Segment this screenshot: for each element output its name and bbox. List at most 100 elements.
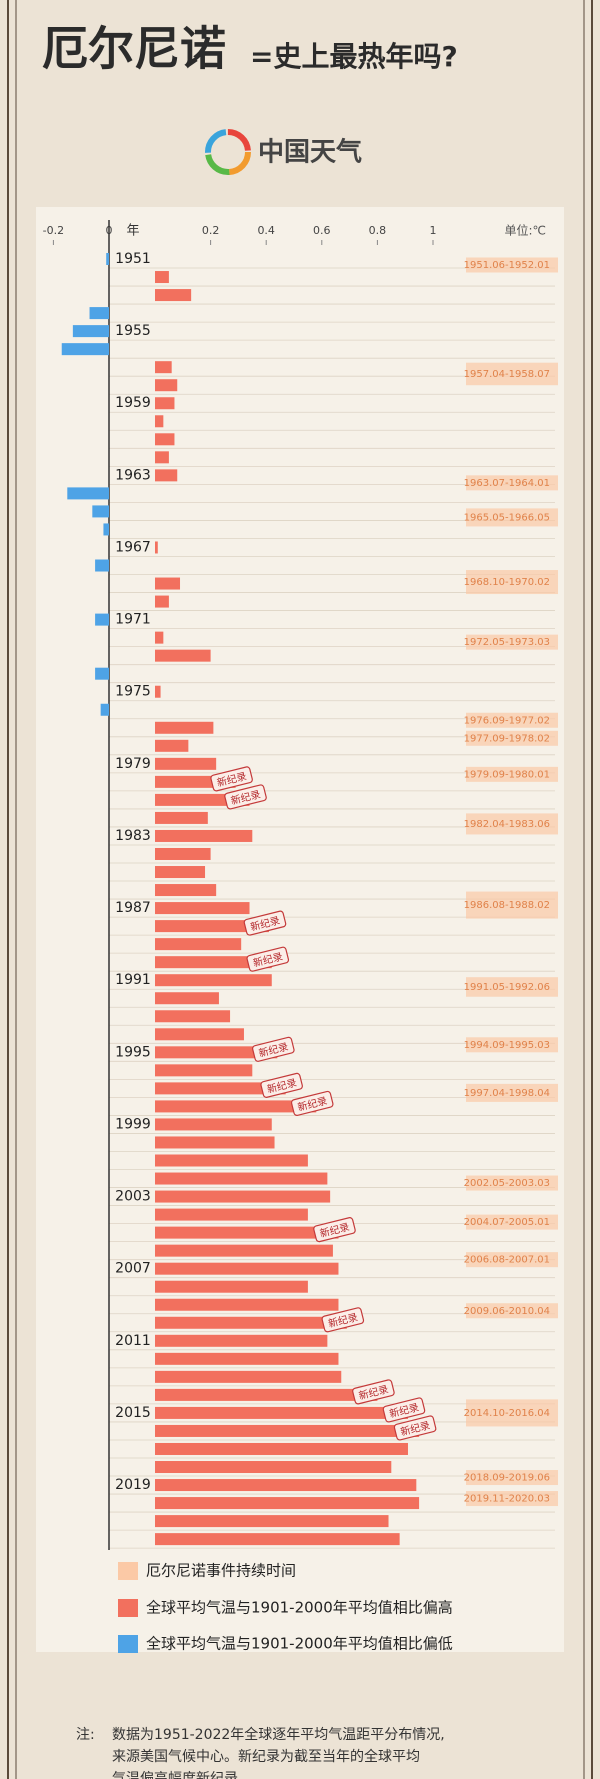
legend-swatch [118, 1599, 138, 1617]
subtitle: =史上最热年吗? [250, 40, 458, 73]
el-nino-label: 1991.05-1992.06 [464, 982, 550, 993]
el-nino-period [466, 1175, 558, 1191]
bar [155, 289, 192, 302]
bar [155, 451, 169, 464]
note-line: 气温偏高幅度新纪录。 [112, 1770, 252, 1779]
el-nino-period [466, 1037, 558, 1053]
bar [155, 379, 178, 392]
bar [155, 1370, 342, 1383]
record-stamp: 新纪录 [290, 1090, 334, 1116]
y-tick-label: 1979 [115, 756, 151, 772]
el-nino-period [466, 1470, 558, 1486]
el-nino-period [466, 257, 558, 273]
bar [155, 397, 175, 410]
bar [155, 992, 219, 1005]
el-nino-period [466, 1252, 558, 1268]
record-stamp: 新纪录 [382, 1397, 426, 1423]
bar [72, 325, 109, 338]
el-nino-label: 1994.09-1995.03 [464, 1040, 550, 1051]
bar [155, 361, 172, 374]
note-line: 来源美国气候中心。新纪录为截至当年的全球平均 [112, 1748, 420, 1765]
bar [155, 1479, 417, 1492]
el-nino-label: 1963.07-1964.01 [464, 478, 550, 489]
stamp-border [210, 766, 253, 792]
el-nino-period [466, 1214, 558, 1230]
record-stamp: 新纪录 [243, 910, 287, 936]
bar [100, 703, 109, 716]
bar [155, 721, 214, 734]
record-stamp: 新纪录 [224, 784, 267, 810]
el-nino-label: 1997.04-1998.04 [464, 1088, 550, 1099]
title: 厄尔尼诺 [42, 22, 226, 76]
record-stamp: 新纪录 [393, 1415, 437, 1441]
bar [155, 1028, 244, 1041]
bar [155, 1334, 328, 1347]
bar [155, 956, 272, 969]
stamp-border [393, 1415, 437, 1441]
bar [155, 631, 164, 644]
bar [155, 1118, 272, 1131]
el-nino-period [466, 362, 558, 386]
bar [155, 829, 253, 842]
el-nino-label: 1982.04-1983.06 [464, 819, 550, 830]
bar [155, 1064, 253, 1077]
stamp-border [243, 910, 287, 936]
y-tick-label: 1955 [115, 323, 151, 339]
y-tick-label: 2003 [115, 1189, 151, 1205]
bar [92, 505, 109, 518]
y-tick-label: 1983 [115, 828, 151, 844]
record-stamp: 新纪录 [352, 1379, 395, 1405]
el-nino-period [466, 891, 558, 919]
unit-label: 单位:℃ [504, 223, 546, 238]
y-tick-label: 1951 [115, 251, 151, 267]
el-nino-label: 1965.05-1966.05 [464, 512, 550, 523]
bar [155, 649, 211, 662]
y-tick-label: 1959 [115, 395, 151, 411]
el-nino-label: 2014.10-2016.04 [464, 1408, 550, 1419]
legend-swatch [118, 1562, 138, 1580]
el-nino-label: 1979.09-1980.01 [464, 769, 550, 780]
el-nino-label: 1968.10-1970.02 [464, 577, 550, 588]
stamp-border [313, 1217, 356, 1243]
legend-label: 全球平均气温与1901-2000年平均值相比偏低 [146, 1635, 453, 1653]
bar [155, 1082, 286, 1095]
logo-icon [205, 129, 251, 175]
bar [155, 1497, 420, 1510]
bar [155, 1190, 331, 1203]
bar [155, 1154, 308, 1167]
stamp-border [352, 1379, 395, 1405]
y-tick-label: 1971 [115, 612, 151, 628]
bar [155, 847, 211, 860]
x-tick-label: 0.8 [369, 224, 387, 237]
bar [155, 1208, 308, 1221]
bar [155, 1172, 328, 1185]
bar [155, 541, 158, 554]
bar [155, 685, 161, 698]
stamp-border [224, 784, 267, 810]
record-stamp: 新纪录 [210, 766, 253, 792]
el-nino-label: 2019.11-2020.03 [464, 1494, 550, 1505]
el-nino-period [466, 977, 558, 997]
stamp-border [290, 1090, 334, 1116]
bar [155, 1010, 231, 1023]
bar [103, 523, 109, 536]
record-stamp: 新纪录 [260, 1072, 303, 1098]
legend-label: 厄尔尼诺事件持续时间 [146, 1562, 296, 1580]
el-nino-label: 2006.08-2007.01 [464, 1255, 550, 1266]
bar [155, 884, 217, 897]
bar [155, 1280, 308, 1293]
bar [155, 974, 272, 987]
record-stamp: 新纪录 [321, 1307, 365, 1333]
el-nino-label: 2004.07-2005.01 [464, 1217, 550, 1228]
el-nino-period [466, 1399, 558, 1427]
y-tick-label: 2007 [115, 1261, 151, 1277]
legend-swatch [118, 1635, 138, 1653]
el-nino-period [466, 813, 558, 835]
bar [155, 1461, 392, 1474]
el-nino-label: 1951.06-1952.01 [464, 260, 550, 271]
stamp-border [252, 1036, 295, 1062]
el-nino-period [466, 1083, 558, 1102]
x-tick-label: 0.2 [202, 224, 220, 237]
